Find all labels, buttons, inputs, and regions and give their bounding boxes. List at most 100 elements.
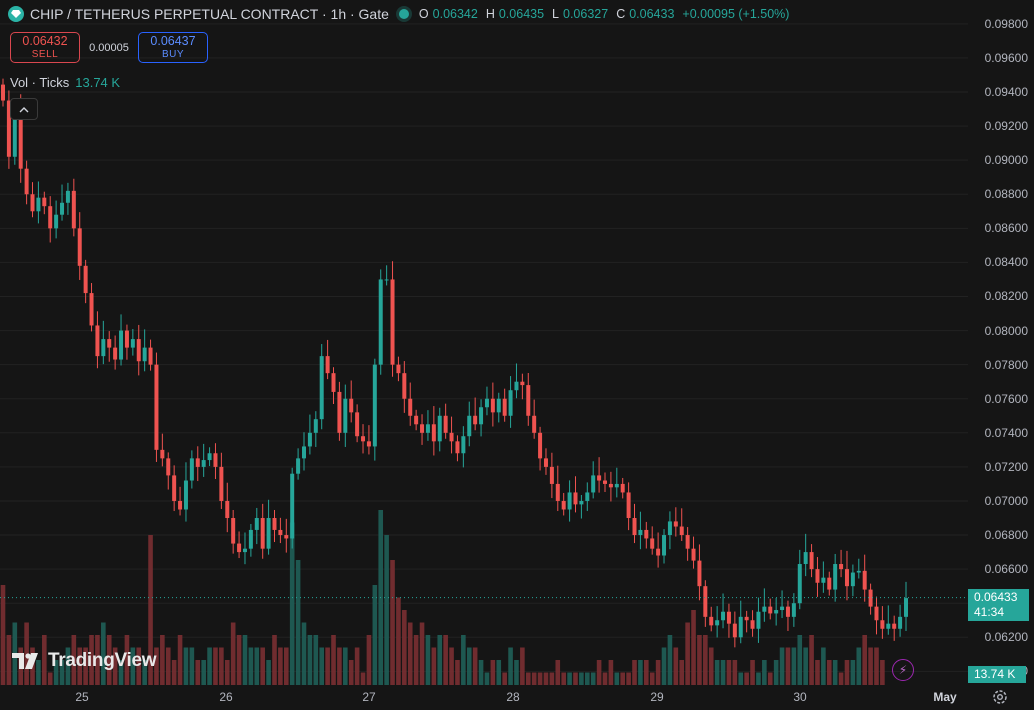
chevron-up-icon (19, 106, 29, 112)
volume-bar (520, 647, 525, 685)
price-axis[interactable]: 0.09800 0.09600 0.09400 0.09200 0.09000 0.088… (968, 0, 1034, 685)
candle-body (290, 473, 295, 539)
volume-bar (230, 622, 236, 685)
lightning-icon[interactable]: ⚡ (892, 659, 914, 681)
volume-bar (632, 660, 637, 685)
candle-body (237, 543, 242, 553)
volume-bar (154, 647, 159, 685)
time-axis[interactable]: 25 26 27 28 29 30 May (0, 685, 968, 710)
volume-bar (189, 647, 195, 685)
volume-bar (555, 660, 561, 685)
candle-body (543, 458, 548, 467)
candle-body (679, 526, 684, 536)
close-label: C (616, 7, 626, 21)
candle-body (272, 518, 277, 530)
volume-bar (219, 647, 224, 685)
price-axis-label: 0.07400 (984, 425, 1028, 440)
candle-body (603, 480, 607, 484)
volume-bar (83, 647, 88, 685)
volume-bar (602, 672, 608, 685)
volume-bar (638, 660, 643, 685)
volume-bar (614, 672, 620, 685)
spread-value: 0.00005 (89, 41, 129, 54)
candle-body (60, 202, 65, 215)
settings-gear-icon[interactable] (990, 687, 1010, 707)
candle-body (898, 616, 903, 629)
candle-body (750, 620, 755, 629)
price-axis-label: 0.09400 (984, 85, 1028, 99)
volume-bar (295, 560, 301, 685)
volume-bar (703, 635, 708, 685)
volume-bar (791, 647, 797, 685)
candle-body (892, 623, 897, 629)
candle-body (325, 356, 330, 374)
candle-body (107, 339, 112, 348)
candle-body (797, 564, 802, 604)
volume-bar (856, 647, 862, 685)
candle-body (667, 521, 672, 536)
volume-bar (461, 635, 466, 685)
candle-body (284, 535, 289, 539)
candle-body (366, 441, 371, 447)
volume-bar (266, 660, 271, 685)
volume-bar (785, 647, 791, 685)
volume-legend[interactable]: Vol · Ticks 13.74 K (10, 75, 120, 90)
volume-bar (130, 647, 136, 685)
candle-body (431, 424, 436, 442)
volume-bar (224, 660, 230, 685)
volume-bar (697, 635, 702, 685)
price-chart[interactable] (0, 0, 968, 685)
candle-body (780, 606, 785, 611)
tradingview-logo[interactable]: TradingView (12, 650, 157, 672)
change-value: +0.00095 (+1.50%) (682, 7, 790, 21)
candle-body (502, 398, 507, 416)
volume-bar (455, 660, 460, 685)
candle-body (361, 436, 366, 442)
collapse-legend-button[interactable] (10, 98, 38, 120)
volume-bar (301, 622, 307, 685)
volume-bar (549, 672, 555, 685)
volume-bar (413, 635, 419, 685)
candle-body (732, 623, 737, 638)
candle-body (585, 492, 590, 501)
candle-body (437, 415, 442, 442)
volume-bar (171, 660, 177, 685)
volume-bar (6, 635, 12, 685)
sell-price: 0.06432 (22, 33, 68, 48)
buy-button[interactable]: 0.06437 BUY (138, 32, 208, 63)
volume-bar (331, 635, 336, 685)
candle-body (101, 339, 106, 357)
candle-body (827, 577, 832, 590)
close-value: 0.06433 (629, 7, 675, 21)
volume-bar (160, 635, 165, 685)
volume-bar (77, 647, 83, 685)
volume-bar (124, 635, 130, 685)
volume-bar (679, 660, 685, 685)
sell-button[interactable]: 0.06432 SELL (10, 32, 80, 63)
time-axis-label: 26 (219, 690, 233, 704)
volume-bar (213, 647, 218, 685)
time-axis-label: May (933, 690, 957, 704)
candle-body (803, 552, 808, 565)
candle-body (420, 424, 425, 433)
volume-bar (502, 672, 507, 685)
candle-body (42, 197, 47, 207)
candle-body (89, 293, 94, 326)
chart-grid (0, 23, 968, 672)
candle-body (24, 168, 29, 195)
symbol-title[interactable]: CHIP / TETHERUS PERPETUAL CONTRACT · 1h … (30, 6, 389, 22)
candle-body (726, 611, 731, 624)
volume-bar (354, 647, 360, 685)
candle-body (296, 458, 301, 474)
candle-body (130, 339, 135, 348)
candle-body (886, 623, 891, 629)
volume-bar (47, 672, 53, 685)
candle-body (774, 610, 779, 614)
current-price-badge: 0.06433 41:34 (968, 588, 1029, 621)
candle-body (195, 458, 200, 467)
time-axis-label: 28 (506, 690, 520, 704)
volume-bar (750, 660, 755, 685)
price-axis-label: 0.08400 (984, 255, 1028, 270)
candle-body (266, 518, 271, 549)
candle-body (160, 449, 165, 459)
